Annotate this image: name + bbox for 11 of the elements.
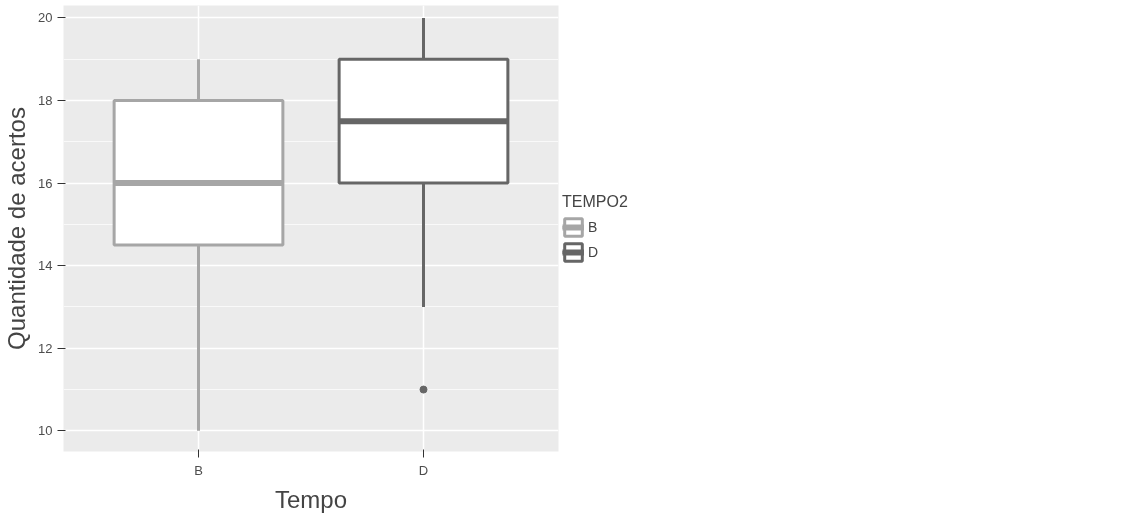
legend-title: TEMPO2	[562, 193, 628, 211]
x-axis-title: Tempo	[274, 485, 348, 513]
legend-label: D	[588, 244, 599, 260]
y-axis-title: Quantidade de acertos	[3, 107, 31, 350]
y-tick-label: 14	[38, 258, 53, 274]
legend-label: B	[588, 219, 598, 235]
y-tick-label: 10	[38, 423, 53, 439]
y-tick-label: 16	[38, 175, 53, 191]
y-tick-label: 20	[38, 10, 53, 26]
y-tick-label: 18	[38, 92, 53, 108]
y-tick-label: 12	[38, 340, 53, 356]
